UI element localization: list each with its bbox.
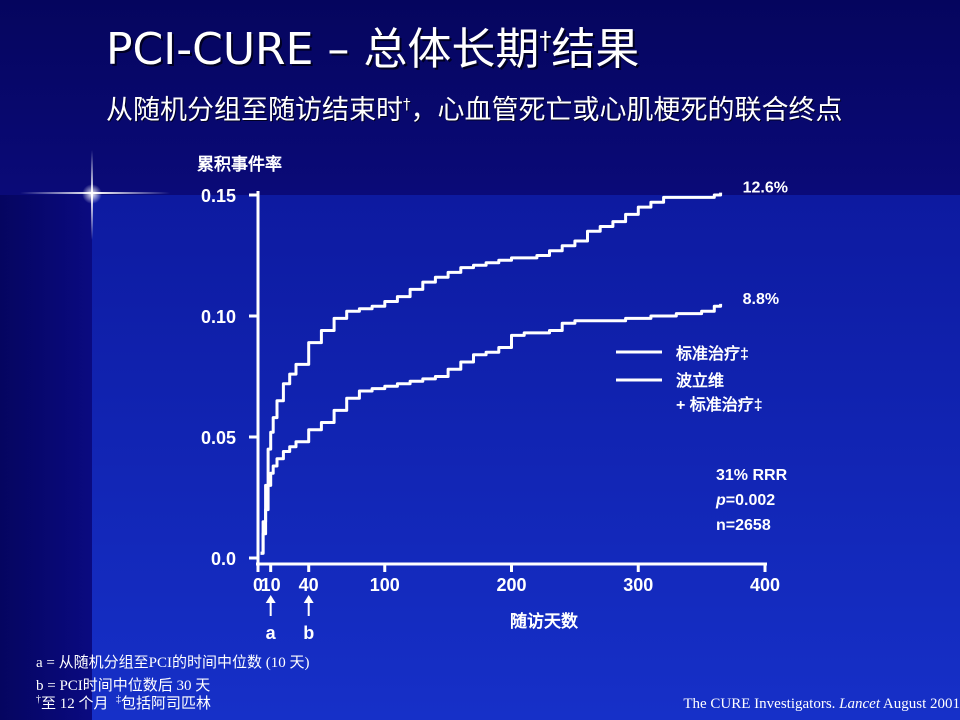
marker-label-a: a [266, 623, 277, 643]
marker-label-b: b [303, 623, 314, 643]
stats-line: p=0.002 [715, 492, 775, 509]
x-tick-label: 400 [750, 575, 780, 595]
y-tick-label: 0.10 [201, 307, 236, 327]
legend: 标准治疗‡ 波立维 + 标准治疗‡ [616, 344, 763, 414]
citation: The CURE Investigators. Lancet August 20… [683, 696, 960, 713]
stats-box: 31% RRR p=0.002 n=2658 [715, 467, 788, 534]
footnote-dagger-mark: † [36, 694, 41, 705]
x-tick-label: 0 [253, 575, 263, 595]
series-layer: 12.6% 8.8% [260, 180, 788, 555]
slide-title-tail: 结果 [551, 24, 640, 75]
y-axis-label: 累积事件率 [197, 154, 282, 174]
background-main [92, 195, 960, 720]
citation-journal: Lancet [839, 696, 880, 712]
x-tick-label: 200 [496, 575, 526, 595]
footnote-dagger: †至 12 个月 ‡包括阿司匹林 [36, 695, 211, 713]
footnote-a: a = 从随机分组至PCI的时间中位数 (10 天) [36, 655, 310, 671]
slide-subtitle: 从随机分组至随访结束时†，心血管死亡或心肌梗死的联合终点 [106, 92, 876, 130]
x-axis-label: 随访天数 [510, 611, 579, 631]
background-left [0, 195, 92, 720]
subtitle-part1: 从随机分组至随访结束时 [106, 95, 403, 126]
x-tick-label: 300 [623, 575, 653, 595]
slide-title-main: PCI-CURE – 总体长期 [106, 24, 540, 75]
series-end-label-standard: 12.6% [743, 180, 788, 197]
subtitle-part2: ，心血管死亡或心肌梗死的联合终点 [410, 95, 843, 126]
legend-label: 波立维 [676, 371, 724, 390]
legend-label: 标准治疗‡ [675, 344, 749, 363]
star-flare-glow [82, 184, 102, 204]
footnote-b: b = PCI时间中位数后 30 天 [36, 678, 211, 694]
series-line-standard [260, 192, 723, 555]
subtitle-dagger: † [403, 95, 411, 113]
stats-p-value: =0.002 [726, 492, 775, 509]
marker-arrow-head-b [303, 595, 314, 603]
y-tick-label: 0.0 [211, 549, 236, 569]
stats-p-symbol: p [715, 492, 726, 509]
slide-title: PCI-CURE – 总体长期†结果 [106, 20, 639, 80]
y-tick-label: 0.15 [201, 186, 236, 206]
axes: 0.0 0.05 0.10 0.15 010 40 100 200 300 400 [201, 186, 780, 595]
citation-date: August 2001 [879, 696, 960, 712]
legend-label: + 标准治疗‡ [676, 395, 763, 414]
marker-arrow-head-a [265, 595, 276, 603]
background-top [0, 0, 960, 195]
y-tick-label: 0.05 [201, 428, 236, 448]
footnote-ddagger-mark: ‡ [116, 694, 122, 705]
x-tick-label: 40 [299, 575, 319, 595]
slide-title-dagger: † [539, 26, 552, 55]
x-tick-label: 100 [370, 575, 400, 595]
stats-line: n=2658 [716, 517, 771, 534]
x-tick-label: 10 [261, 575, 281, 595]
series-end-label-clopidogrel: 8.8% [743, 291, 779, 308]
footnote-dagger-text: 至 12 个月 [41, 696, 109, 712]
series-line-clopidogrel [260, 303, 723, 555]
footnote-ddagger-text: 包括阿司匹林 [121, 696, 212, 712]
stats-line: 31% RRR [716, 467, 788, 484]
citation-authors: The CURE Investigators. [683, 696, 840, 712]
